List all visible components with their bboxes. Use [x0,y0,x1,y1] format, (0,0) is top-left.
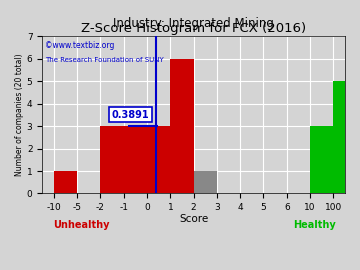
Title: Z-Score Histogram for FCX (2016): Z-Score Histogram for FCX (2016) [81,22,306,35]
Bar [310,126,333,194]
Text: Healthy: Healthy [293,220,336,230]
Text: 0.3891: 0.3891 [112,110,149,120]
Text: Industry: Integrated Mining: Industry: Integrated Mining [113,17,274,30]
Bar [170,59,194,194]
Bar [333,81,357,194]
X-axis label: Score: Score [179,214,208,224]
Text: Unhealthy: Unhealthy [53,220,110,230]
Y-axis label: Number of companies (20 total): Number of companies (20 total) [15,53,24,176]
Text: The Research Foundation of SUNY: The Research Foundation of SUNY [45,57,164,63]
Bar [100,126,124,194]
Text: ©www.textbiz.org: ©www.textbiz.org [45,41,114,50]
Bar [54,171,77,194]
Bar [124,126,170,194]
Bar [194,171,217,194]
